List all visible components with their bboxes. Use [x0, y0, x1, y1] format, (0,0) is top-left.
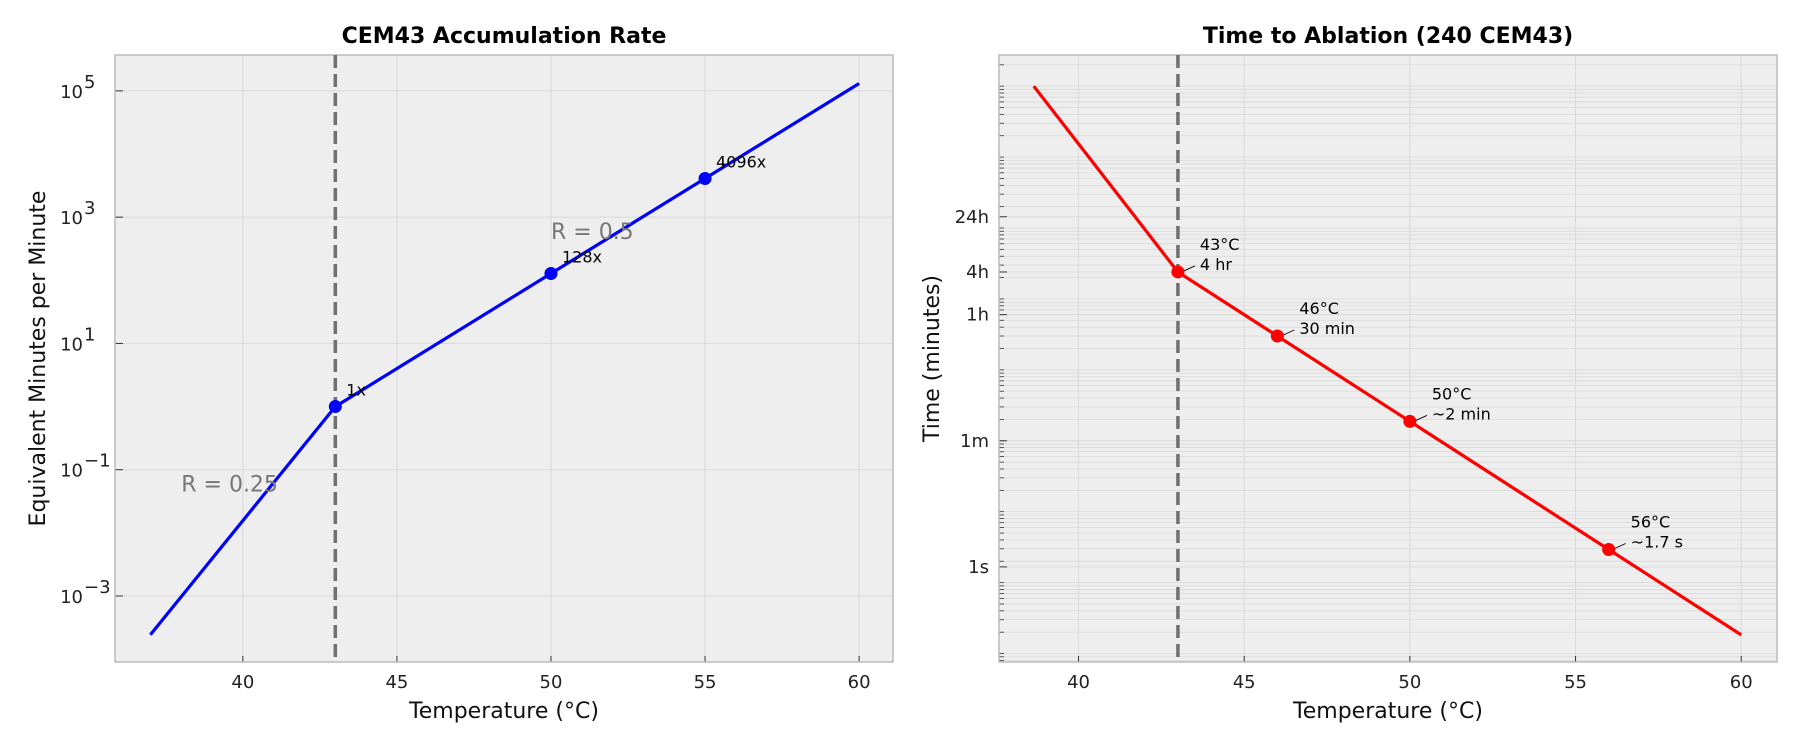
- y-tick-exponent: 3: [84, 198, 95, 219]
- x-tick-label: 55: [694, 672, 717, 693]
- x-tick-label: 40: [231, 672, 254, 693]
- chart-title: Time to Ablation (240 CEM43): [1203, 24, 1573, 49]
- annotation-label: 50°C: [1432, 384, 1472, 403]
- annotation-label: 4 hr: [1200, 255, 1232, 274]
- y-tick-exponent: −3: [84, 577, 111, 598]
- data-point: [1602, 543, 1616, 557]
- x-axis-label: Temperature (°C): [1292, 699, 1483, 724]
- annotation-label: 1x: [346, 381, 366, 400]
- y-tick-exponent: 1: [84, 324, 95, 345]
- annotation-arrow: [1283, 329, 1295, 336]
- y-axis-label: Equivalent Minutes per Minute: [26, 191, 51, 527]
- x-tick-label: 45: [385, 672, 408, 693]
- data-point: [544, 267, 558, 281]
- y-tick-label: 10: [60, 82, 83, 103]
- annotation-label: 128x: [562, 248, 602, 267]
- y-tick-label: 4h: [966, 262, 989, 283]
- region-label: R = 0.25: [181, 473, 278, 498]
- x-tick-label: 60: [1730, 672, 1753, 693]
- data-point: [1171, 265, 1185, 279]
- annotation-label: 4096x: [716, 152, 766, 171]
- y-tick-label: 10: [60, 461, 83, 482]
- x-tick-label: 40: [1067, 672, 1090, 693]
- y-tick-label: 10: [60, 208, 83, 229]
- annotation-arrow: [1415, 415, 1428, 421]
- plot-area: [999, 55, 1777, 662]
- plot-frame: [998, 54, 1778, 663]
- x-tick-label: 60: [848, 672, 871, 693]
- annotation-label: ~1.7 s: [1631, 533, 1683, 552]
- annotation-label: 30 min: [1299, 319, 1355, 338]
- plot-area: [115, 55, 893, 662]
- x-axis-label: Temperature (°C): [408, 699, 599, 724]
- y-tick-label: 10: [60, 334, 83, 355]
- annotation-label: ~2 min: [1432, 404, 1491, 423]
- y-tick-label: 1h: [966, 305, 989, 326]
- annotation-label: 46°C: [1299, 299, 1339, 318]
- data-point: [698, 171, 712, 185]
- x-tick-label: 55: [1564, 672, 1587, 693]
- region-label: R = 0.5: [551, 220, 634, 245]
- plot-frame: [114, 54, 894, 663]
- y-tick-exponent: 5: [84, 72, 95, 93]
- y-tick-label: 1m: [960, 431, 989, 452]
- data-point: [328, 400, 342, 414]
- series-line: [1032, 85, 1743, 637]
- x-tick-label: 50: [540, 672, 563, 693]
- annotation-label: 56°C: [1631, 513, 1671, 532]
- x-tick-label: 45: [1233, 672, 1256, 693]
- data-point: [1270, 329, 1284, 343]
- chart-2: 40 45 50 55 60 1s 1m 1h 4h 24h 43°C4 hr 46°C30 min 5…: [920, 24, 1778, 724]
- y-tick-label: 1s: [968, 557, 989, 578]
- chart-title: CEM43 Accumulation Rate: [342, 24, 667, 49]
- annotation-label: 43°C: [1200, 235, 1240, 254]
- y-tick-exponent: −1: [84, 451, 111, 472]
- annotation-arrow: [1183, 265, 1196, 272]
- x-tick-label: 50: [1398, 672, 1421, 693]
- y-tick-label: 10: [60, 587, 83, 608]
- y-tick-label: 24h: [955, 207, 989, 228]
- data-point: [1403, 414, 1417, 428]
- annotation-arrow: [1614, 543, 1626, 549]
- y-axis-label: Time (minutes): [920, 275, 945, 443]
